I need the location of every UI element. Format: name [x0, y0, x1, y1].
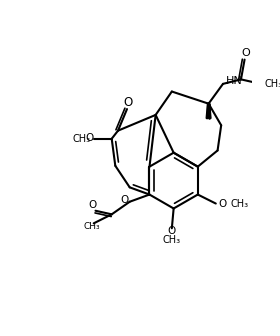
- Text: O: O: [218, 199, 227, 209]
- Text: O: O: [85, 133, 94, 143]
- Text: O: O: [241, 48, 250, 58]
- Text: CH₃: CH₃: [163, 235, 181, 245]
- Text: O: O: [121, 195, 129, 205]
- Text: CH₃: CH₃: [72, 134, 90, 144]
- Text: O: O: [89, 200, 97, 210]
- Text: O: O: [123, 96, 132, 109]
- Text: CH₃: CH₃: [264, 79, 280, 89]
- Text: HN: HN: [226, 76, 242, 86]
- Text: CH₃: CH₃: [84, 222, 100, 232]
- Text: CH₃: CH₃: [230, 200, 248, 209]
- Text: O: O: [168, 226, 176, 236]
